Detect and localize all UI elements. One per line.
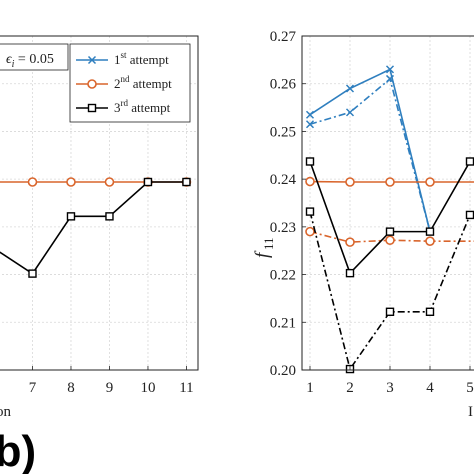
series-2-point <box>345 177 355 187</box>
series-2-point <box>66 212 76 221</box>
series-line-5 <box>309 210 474 371</box>
x-tick-label: 7 <box>29 380 37 396</box>
left-x-axis-label: on <box>0 404 12 420</box>
x-tick-label: 1 <box>306 380 314 396</box>
series-0-point <box>305 110 315 119</box>
series-2-point <box>28 269 37 278</box>
legend-label-1: 2nd attempt <box>114 74 172 91</box>
series-2-point <box>105 212 114 221</box>
series-line-4 <box>309 159 474 275</box>
legend-marker-2 <box>87 103 97 113</box>
series-5-point <box>385 307 395 316</box>
right-x-axis-label: I <box>468 404 473 420</box>
series-1-point <box>345 108 355 117</box>
series-1-point <box>27 177 38 187</box>
legend: 1st attempt 2nd attempt 3rd attempt <box>69 43 191 123</box>
left-tick-labels: 7 8 9 10 11 <box>29 366 194 396</box>
x-tick-label: 11 <box>179 380 193 396</box>
left-axes-frame <box>0 35 199 371</box>
series-5-point <box>465 210 474 220</box>
series-4-point <box>425 227 435 236</box>
left-series-group <box>0 177 192 278</box>
right-series-group <box>305 65 474 374</box>
x-tick-label: 4 <box>426 380 434 396</box>
series-4-point <box>465 157 474 166</box>
series-5-point <box>305 207 315 216</box>
right-tick-labels: 1 2 3 4 5 0.20 0.21 0.22 0.23 0.24 0.25 0.26 0.27 <box>270 29 474 396</box>
right-chart-panel: 1 2 3 4 5 0.20 0.21 0.22 0.23 0.24 0.25 0.26 0.27 f … <box>252 29 474 420</box>
y-tick-label: 0.27 <box>270 29 297 45</box>
series-2-point <box>143 177 153 187</box>
annotation-text: ϵi = 0.05 <box>6 52 54 70</box>
series-line-1 <box>309 77 431 232</box>
x-tick-label: 10 <box>140 380 155 396</box>
series-1-point <box>385 74 395 83</box>
series-1-point <box>104 177 115 187</box>
y-tick-label: 0.26 <box>270 77 297 93</box>
series-line-2 <box>0 181 187 275</box>
series-5-point <box>425 307 435 316</box>
series-3-point <box>305 226 315 237</box>
svg-text:f: f <box>252 250 273 258</box>
left-gridlines <box>0 35 198 371</box>
series-4-point <box>345 268 355 278</box>
series-0-point <box>385 65 395 74</box>
series-4-point <box>385 227 395 236</box>
series-line-0 <box>309 68 431 232</box>
x-tick-label: 2 <box>346 380 354 396</box>
panel-label: (b) <box>0 427 36 474</box>
y-tick-label: 0.24 <box>270 172 297 188</box>
left-chart-panel: 7 8 9 10 11 ϵi = 0.05 1st attempt 2nd attempt… <box>0 35 199 420</box>
x-tick-label: 9 <box>106 380 114 396</box>
legend-label-2: 3rd attempt <box>114 98 171 115</box>
series-0-point <box>345 84 355 93</box>
series-1-point <box>66 177 76 187</box>
series-3-point <box>345 237 355 247</box>
svg-text:11: 11 <box>261 237 276 250</box>
y-tick-label: 0.20 <box>270 363 296 379</box>
right-gridlines <box>302 35 474 371</box>
series-2-point <box>182 177 191 187</box>
y-tick-label: 0.21 <box>270 315 296 331</box>
x-tick-label: 5 <box>466 380 474 396</box>
series-4-point <box>305 157 315 166</box>
right-axes-frame <box>301 35 474 371</box>
y-tick-label: 0.22 <box>270 268 296 284</box>
right-y-axis-label: f 11 <box>252 237 276 258</box>
series-2-point <box>305 176 315 187</box>
x-tick-label: 3 <box>386 380 394 396</box>
y-tick-label: 0.23 <box>270 220 296 236</box>
legend-label-0: 1st attempt <box>114 50 169 67</box>
legend-marker-0 <box>87 55 97 65</box>
y-tick-label: 0.25 <box>270 124 296 140</box>
series-3-point <box>425 236 435 246</box>
series-2-point <box>385 177 395 187</box>
legend-marker-1 <box>87 79 97 89</box>
series-2-point <box>425 177 435 187</box>
annotation-box: ϵi = 0.05 <box>0 43 69 71</box>
series-3-point <box>385 235 395 246</box>
x-tick-label: 8 <box>67 380 75 396</box>
series-1-point <box>305 120 315 129</box>
